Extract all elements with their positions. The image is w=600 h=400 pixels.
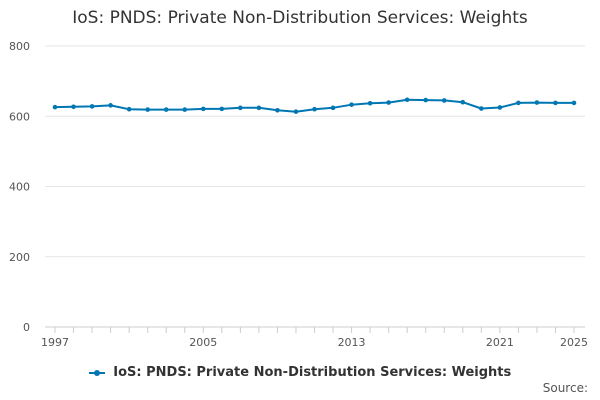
data-point — [460, 99, 466, 105]
y-tick-label: 400 — [9, 181, 30, 194]
data-point — [52, 104, 58, 110]
data-point — [571, 100, 577, 106]
data-point — [126, 106, 132, 112]
data-point — [293, 109, 299, 114]
x-tick-labels: 1997 2005 2013 2021 2025 — [41, 336, 588, 349]
x-tick-label: 2005 — [189, 336, 217, 349]
data-point — [182, 107, 188, 112]
series-group — [52, 97, 577, 114]
data-point — [497, 105, 503, 110]
data-point — [89, 104, 95, 109]
data-point — [200, 106, 206, 112]
data-point — [367, 100, 373, 106]
data-point — [441, 98, 447, 103]
data-point — [516, 100, 521, 106]
legend-label: IoS: PNDS: Private Non-Distribution Serv… — [113, 365, 512, 380]
data-point — [423, 97, 429, 103]
y-tick-label: 0 — [23, 321, 30, 334]
legend-marker-icon — [88, 368, 105, 378]
x-tick-label: 2013 — [338, 336, 366, 349]
data-point — [238, 105, 243, 111]
y-tick-label: 800 — [9, 40, 30, 53]
data-point — [275, 107, 280, 113]
y-tick-label: 200 — [9, 251, 30, 264]
data-point — [534, 100, 540, 105]
data-point — [349, 102, 354, 107]
grid-lines — [45, 45, 585, 258]
data-point — [256, 105, 262, 111]
x-axis — [45, 326, 585, 333]
x-tick-label: 1997 — [41, 336, 69, 349]
data-point — [386, 100, 391, 105]
data-point — [219, 106, 225, 112]
y-tick-labels: 0 200 400 600 800 — [9, 40, 30, 334]
data-point — [71, 104, 76, 110]
legend[interactable]: IoS: PNDS: Private Non-Distribution Serv… — [0, 365, 600, 380]
x-tick-label: 2021 — [486, 336, 514, 349]
data-point — [479, 106, 484, 111]
data-point — [312, 106, 317, 112]
data-point — [108, 103, 113, 108]
data-point — [330, 105, 336, 111]
chart-title: IoS: PNDS: Private Non-Distribution Serv… — [72, 8, 528, 28]
x-tick-label: 2025 — [560, 336, 588, 349]
data-point — [553, 100, 558, 106]
data-point — [404, 97, 410, 103]
data-point — [145, 107, 150, 112]
data-point — [163, 107, 169, 112]
source-label: Source: — [542, 381, 588, 395]
y-tick-label: 600 — [9, 110, 30, 123]
